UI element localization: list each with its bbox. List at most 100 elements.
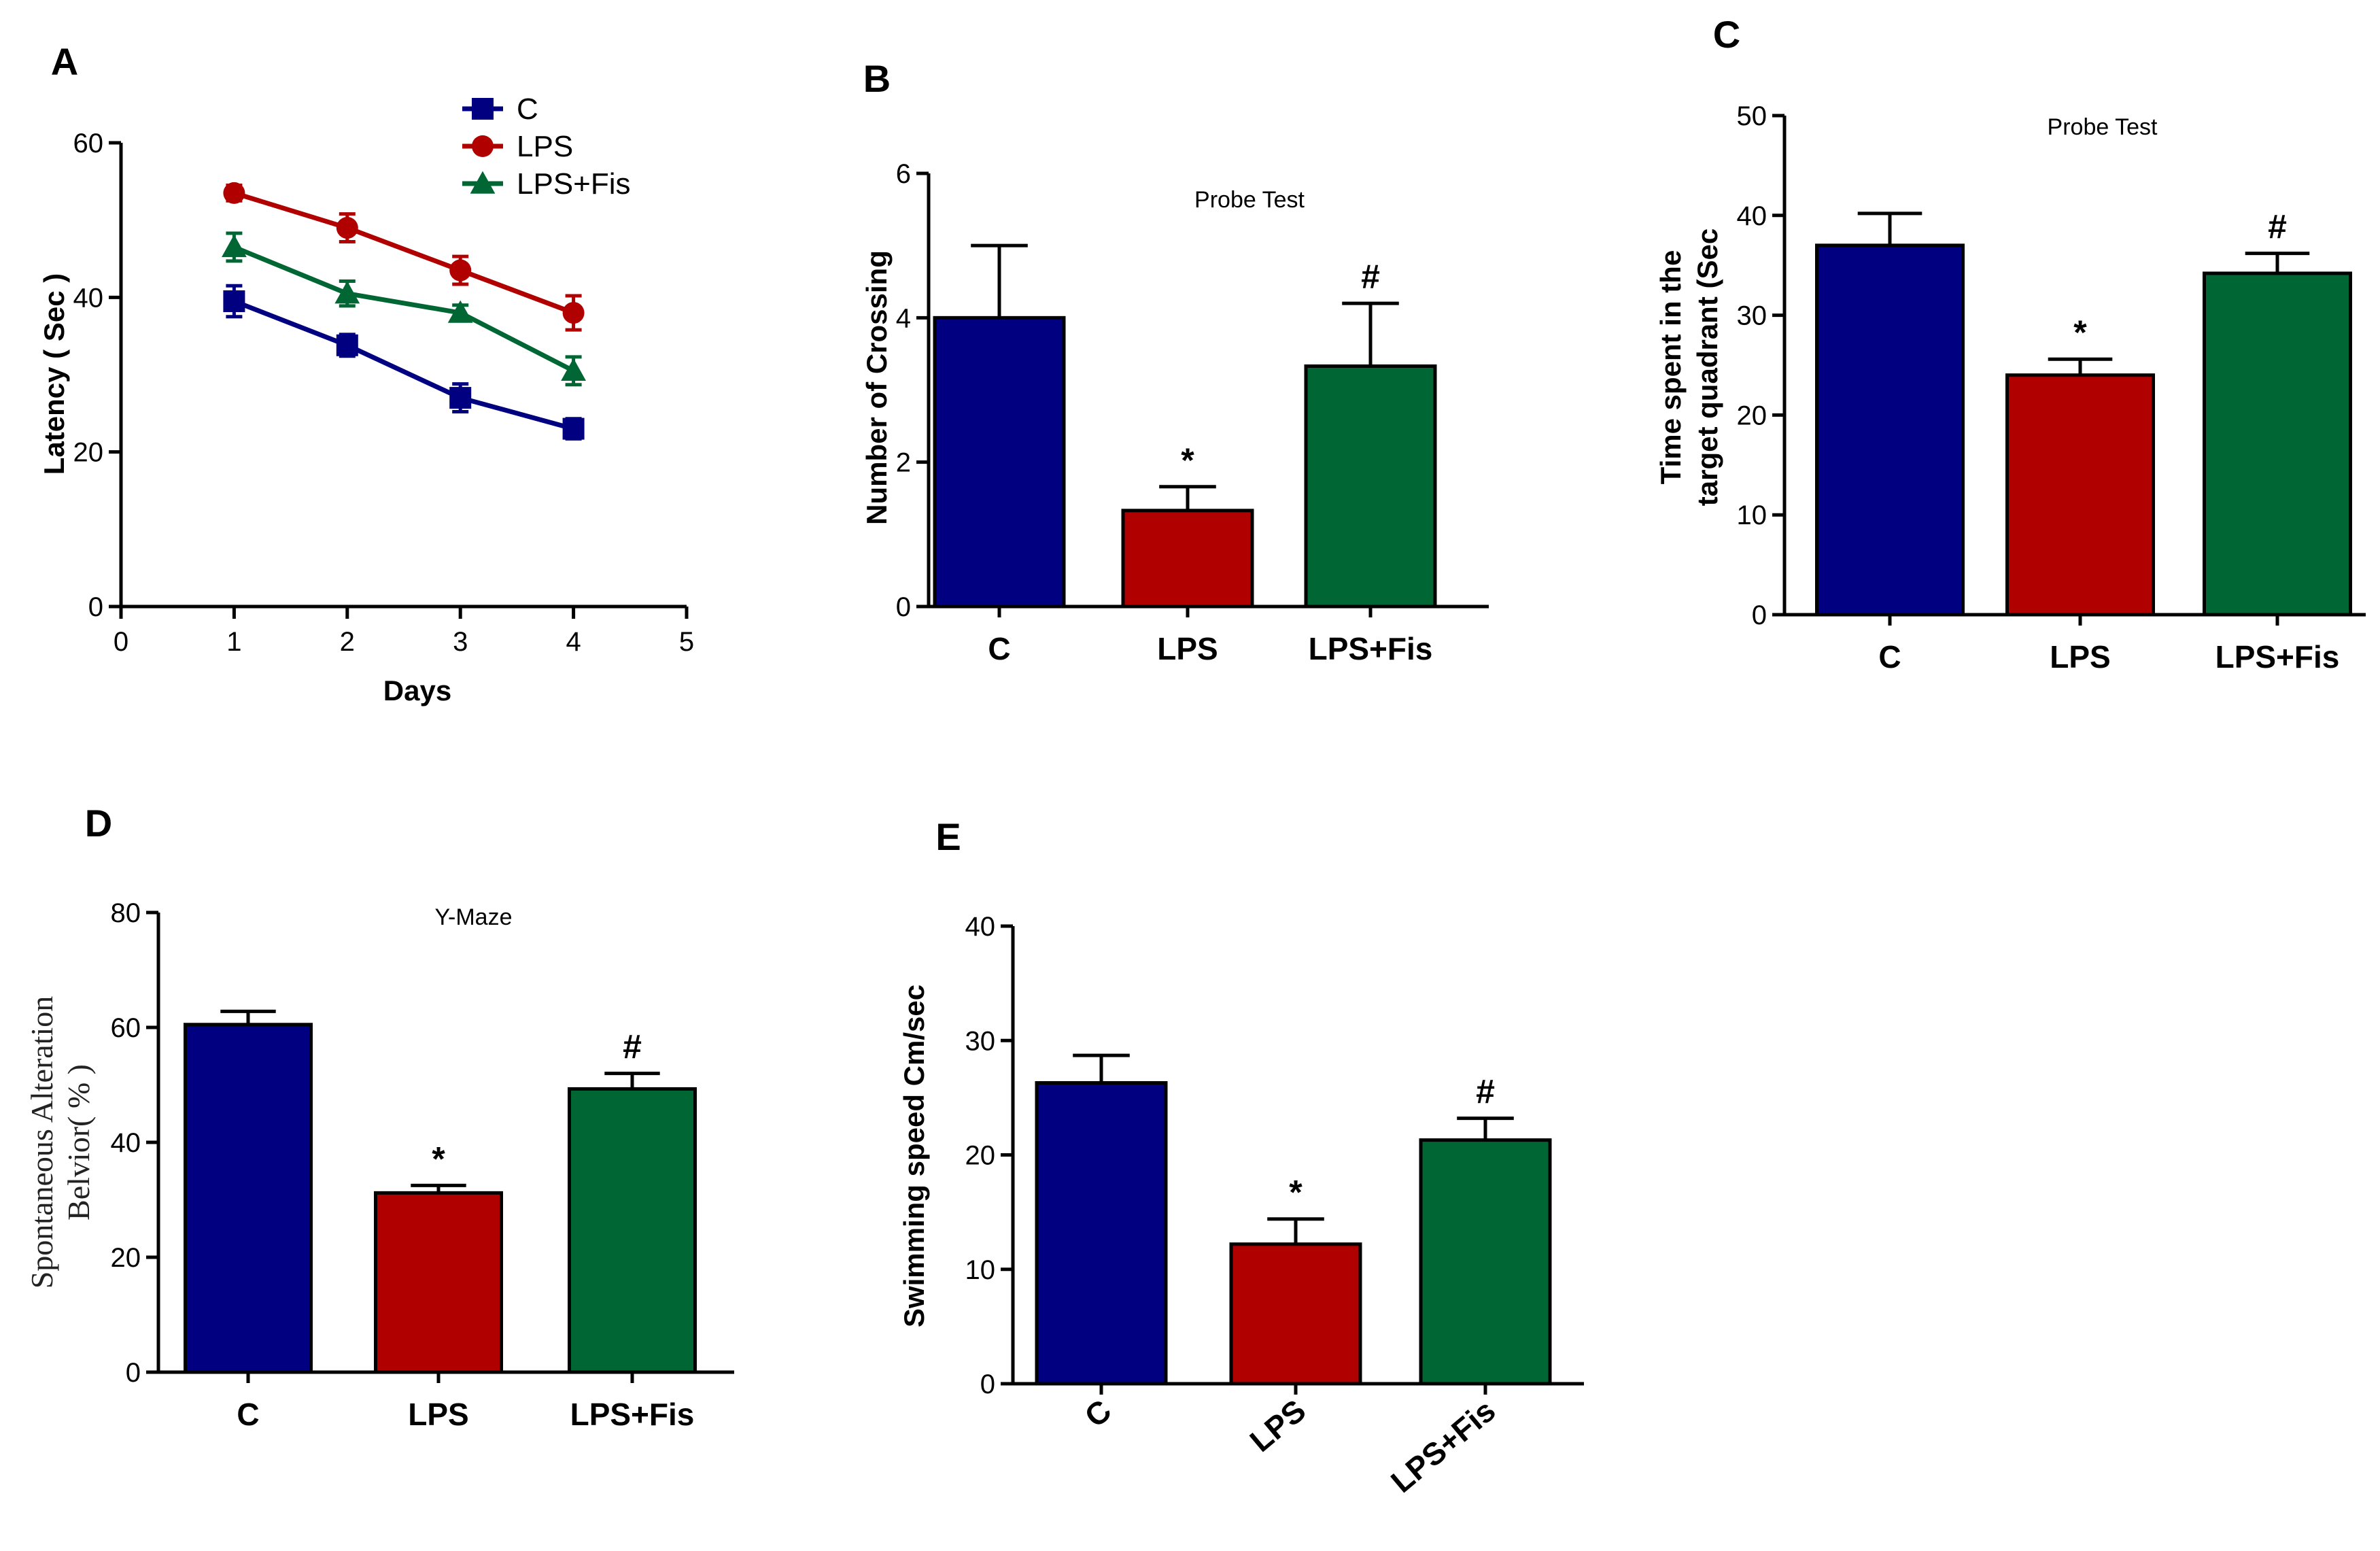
data-point <box>562 302 585 324</box>
category-label: LPS <box>1243 1393 1312 1459</box>
significance-label: # <box>623 1028 642 1066</box>
legend-marker <box>470 171 496 194</box>
y-tick-label: 40 <box>1737 201 1767 231</box>
x-tick-label: 4 <box>566 627 581 657</box>
y-tick-label: 4 <box>896 303 911 333</box>
y-axis-title: Time spent in the target quadrant (Sec <box>1655 228 1723 506</box>
bar <box>184 1023 313 1374</box>
plot-title: Probe Test <box>1194 187 1305 213</box>
panel-a: A 0 20 40 60 Latency ( Sec ) 0 1 2 3 4 5 Days C LPS LPS… <box>38 40 694 706</box>
y-tick-label: 20 <box>1737 400 1767 430</box>
plot-title: Y-Maze <box>434 904 512 930</box>
x-tick-label: 0 <box>114 627 128 657</box>
y-tick-label: 40 <box>73 283 104 313</box>
y-tick-label: 10 <box>965 1255 996 1285</box>
x-tick-label: 1 <box>226 627 241 657</box>
y-tick-label: 40 <box>965 912 996 942</box>
panel-b: B 0 2 4 6 Number of Crossing Probe Test C * LPS # L… <box>861 57 1489 666</box>
data-point <box>449 387 472 409</box>
x-tick-label: 2 <box>340 627 355 657</box>
y-tick-label: 40 <box>111 1128 141 1158</box>
x-tick-label: 3 <box>453 627 468 657</box>
y-axis-title-line: Time spent in the <box>1655 250 1687 485</box>
y-tick-label: 30 <box>1737 301 1767 331</box>
data-point <box>447 300 473 323</box>
category-label: LPS+Fis <box>1309 631 1433 666</box>
category-label: LPS <box>1157 631 1218 666</box>
y-tick-label: 2 <box>896 448 911 478</box>
category-label: LPS+Fis <box>570 1397 695 1432</box>
plot-title: Probe Test <box>2048 114 2158 140</box>
y-tick-label: 50 <box>1737 101 1767 131</box>
bar <box>933 316 1066 609</box>
y-tick-label: 60 <box>73 129 104 158</box>
data-point <box>336 334 358 356</box>
y-tick-label: 20 <box>965 1141 996 1171</box>
y-axis-title-line: Number of Crossing <box>861 250 893 525</box>
y-tick-label: 0 <box>1752 600 1767 630</box>
data-point <box>562 417 585 440</box>
category-label: LPS <box>408 1397 468 1432</box>
bar <box>1035 1081 1168 1386</box>
y-tick-label: 20 <box>111 1243 141 1273</box>
x-axis-title: Days <box>383 675 451 706</box>
bar <box>1304 364 1437 609</box>
series-line <box>233 299 574 431</box>
significance-label: # <box>1476 1073 1495 1111</box>
significance-label: * <box>2073 313 2087 352</box>
panel-letter: B <box>863 57 891 100</box>
category-label: C <box>988 631 1010 666</box>
category-label: LPS+Fis <box>1384 1393 1502 1499</box>
y-tick-label: 60 <box>111 1013 141 1043</box>
data-point <box>449 259 472 282</box>
significance-label: * <box>432 1140 445 1178</box>
legend-marker <box>472 98 494 120</box>
panel-e: E 0 10 20 30 40 Swimming speed Cm/sec C * LPS # LPS… <box>898 815 1584 1499</box>
y-axis-title: Latency ( Sec ) <box>38 273 70 475</box>
y-tick-label: 6 <box>896 159 911 189</box>
category-label: LPS <box>2050 639 2110 675</box>
y-tick-label: 0 <box>126 1358 141 1388</box>
data-point <box>222 235 247 258</box>
panel-letter: D <box>85 802 112 845</box>
data-point <box>334 281 360 304</box>
bar <box>1229 1242 1362 1386</box>
legend-label: LPS+Fis <box>517 167 631 201</box>
significance-label: # <box>1361 258 1380 296</box>
y-tick-label: 30 <box>965 1026 996 1056</box>
bar <box>1815 243 1965 617</box>
significance-label: * <box>1289 1174 1303 1212</box>
panel-d: D 0 20 40 60 80 Spontaneous AlterationBelvior(… <box>24 802 734 1432</box>
panel-letter: E <box>935 815 961 858</box>
bar <box>374 1191 503 1374</box>
y-axis-title-line: target quadrant (Sec <box>1691 228 1723 506</box>
legend-label: LPS <box>517 130 573 163</box>
panel-c: C 0 10 20 30 40 50 Time spent in the target quad… <box>1655 13 2366 675</box>
y-axis-title-line: Latency ( Sec ) <box>38 273 70 475</box>
data-point <box>223 290 245 313</box>
bar <box>568 1087 697 1374</box>
category-label: C <box>1078 1393 1118 1434</box>
series-line <box>233 190 574 316</box>
y-tick-label: 80 <box>111 898 141 928</box>
y-tick-label: 0 <box>896 592 911 622</box>
data-point <box>561 358 586 381</box>
y-axis-title: Spontaneous AlterationBelvior( % ) <box>24 996 96 1289</box>
category-label: C <box>1878 639 1901 675</box>
series-line <box>233 245 575 373</box>
category-label: C <box>237 1397 259 1432</box>
y-axis-title-line: Belvior( % ) <box>61 1064 96 1221</box>
y-tick-label: 10 <box>1737 500 1767 530</box>
x-tick-label: 5 <box>679 627 694 657</box>
y-axis-title: Swimming speed Cm/sec <box>898 985 930 1327</box>
legend-marker <box>472 135 494 157</box>
bar <box>2203 271 2352 617</box>
panel-letter: C <box>1713 13 1740 56</box>
y-tick-label: 20 <box>73 438 104 468</box>
legend-label: C <box>517 92 538 126</box>
bar <box>2005 373 2155 617</box>
y-axis-title: Number of Crossing <box>861 250 893 525</box>
y-tick-label: 0 <box>980 1369 995 1399</box>
bar <box>1419 1138 1552 1386</box>
y-axis-title-line: Spontaneous Alteration <box>24 996 59 1289</box>
